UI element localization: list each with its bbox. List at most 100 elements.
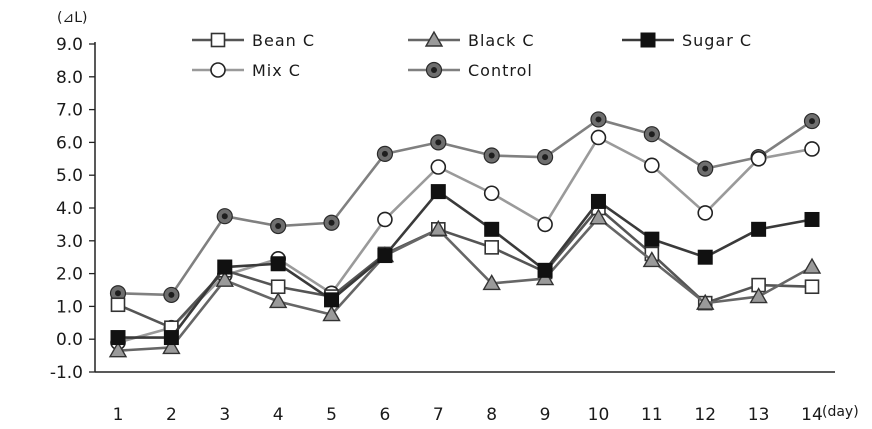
x-tick-label: 4 — [273, 405, 284, 425]
data-point — [590, 193, 606, 209]
x-tick-label: 3 — [219, 405, 230, 425]
x-axis-unit: (day) — [822, 404, 859, 420]
legend: Bean C Black C Sugar C Mix C Control — [192, 30, 752, 80]
legend-item: Black C — [408, 30, 535, 50]
y-tick-label: 0.0 — [56, 330, 83, 350]
data-point — [697, 205, 714, 221]
data-point — [377, 211, 393, 228]
legend-item: Sugar C — [622, 31, 752, 50]
legend-label: Mix C — [252, 61, 301, 80]
data-point — [429, 219, 448, 237]
x-tick-label: 9 — [540, 405, 551, 425]
data-point-core — [435, 139, 442, 146]
data-point — [322, 305, 341, 322]
y-axis-unit: (⊿L) — [57, 10, 87, 26]
x-tick-label: 7 — [433, 405, 444, 425]
data-point — [377, 248, 393, 264]
data-point — [324, 292, 340, 308]
y-tick-label: 6.0 — [56, 133, 83, 153]
series-sugar-c — [110, 184, 820, 346]
data-point-core — [431, 67, 437, 73]
data-point — [430, 159, 447, 175]
y-tick-label: -1.0 — [50, 363, 83, 383]
x-tick-label: 10 — [588, 405, 610, 425]
data-point — [482, 274, 501, 291]
y-tick-label: 4.0 — [56, 199, 83, 219]
legend-item: Control — [408, 61, 533, 80]
legend-label: Sugar C — [682, 31, 752, 50]
data-point — [268, 292, 288, 309]
data-point — [270, 256, 286, 272]
x-tick-label: 14 — [801, 405, 823, 425]
x-tick-label: 12 — [694, 405, 716, 425]
data-point-core — [702, 165, 709, 172]
y-tick-label: 8.0 — [56, 68, 83, 88]
data-point-core — [168, 291, 175, 298]
data-point — [644, 231, 660, 247]
data-point — [537, 216, 553, 233]
x-tick-label: 2 — [166, 405, 177, 425]
x-tick-label: 5 — [326, 405, 337, 425]
data-point — [108, 341, 128, 358]
series-black-c — [108, 208, 822, 358]
data-point — [270, 279, 286, 295]
x-axis-ticks: 1 2 3 4 5 6 7 8 9 10 11 12 13 14 — [113, 405, 823, 425]
data-point-core — [115, 290, 121, 297]
series-line — [118, 190, 813, 339]
data-point-core — [488, 152, 495, 159]
y-axis-ticks: -1.0 0.0 1.0 2.0 3.0 4.0 5.0 6.0 7.0 8.0 9.0 — [50, 35, 95, 383]
legend-label: Control — [468, 61, 533, 80]
data-point-core — [275, 223, 282, 230]
series-control — [109, 111, 821, 304]
data-point — [483, 185, 500, 202]
data-point — [749, 287, 768, 304]
data-point — [589, 208, 608, 225]
data-point — [110, 297, 126, 313]
data-point — [696, 293, 715, 310]
data-point — [430, 184, 446, 200]
data-point — [162, 337, 181, 355]
data-point — [804, 279, 820, 295]
data-point — [697, 249, 713, 265]
data-point-core — [648, 131, 655, 138]
y-tick-label: 9.0 — [56, 35, 83, 55]
data-point — [163, 330, 179, 346]
series-layer — [108, 111, 822, 358]
data-point — [217, 259, 233, 275]
y-tick-label: 2.0 — [56, 265, 83, 285]
data-point-core — [328, 219, 335, 226]
data-point — [537, 262, 553, 278]
data-point — [110, 330, 126, 346]
data-point — [804, 141, 820, 157]
data-point — [590, 129, 607, 146]
data-point — [642, 251, 662, 268]
data-point-core — [809, 118, 815, 125]
data-point — [424, 30, 444, 47]
x-tick-label: 8 — [486, 405, 497, 425]
data-point — [215, 270, 234, 287]
data-point — [484, 240, 499, 255]
legend-item: Bean C — [192, 31, 314, 50]
y-tick-label: 5.0 — [56, 166, 83, 186]
x-tick-label: 13 — [748, 405, 770, 425]
x-tick-label: 6 — [380, 405, 391, 425]
data-point — [640, 32, 656, 48]
data-point-core — [381, 150, 388, 157]
legend-item: Mix C — [192, 61, 301, 80]
data-point — [750, 151, 767, 167]
data-point — [751, 221, 767, 237]
x-tick-label: 11 — [641, 405, 663, 425]
data-point-core — [221, 213, 228, 220]
data-point-core — [595, 116, 602, 123]
data-point — [644, 157, 660, 174]
y-tick-label: 3.0 — [56, 232, 83, 252]
data-point — [210, 62, 226, 78]
x-tick-label: 1 — [113, 405, 124, 425]
y-tick-label: 7.0 — [56, 101, 83, 121]
legend-label: Black C — [468, 31, 535, 50]
data-point — [804, 211, 820, 227]
data-point — [210, 32, 226, 48]
data-point — [802, 257, 822, 274]
data-point — [484, 221, 500, 237]
